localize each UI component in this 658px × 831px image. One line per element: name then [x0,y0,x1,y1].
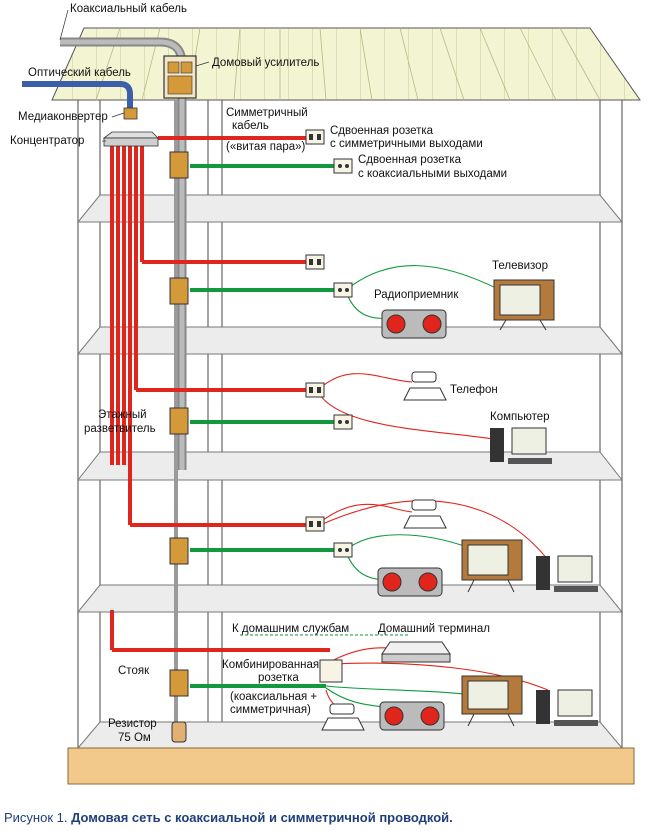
phone-label: Телефон [450,384,498,396]
computer-icon [536,555,598,592]
phone-icon [403,499,447,529]
building-base [67,747,635,785]
computer-icon [490,427,552,464]
dual-coax-label-2: с коаксиальными выходами [358,168,507,180]
home-terminal-label: Домашний терминал [378,623,490,635]
red-risers [110,136,330,652]
device-wires [317,265,549,713]
riser-label: Стояк [118,665,150,677]
socket-holes [309,134,349,552]
concentrator-box [102,131,159,147]
green-lines [190,164,336,688]
tv-icon [461,539,523,593]
optic-cable-label: Оптический кабель [28,67,131,79]
phone-icon [321,703,365,731]
home-services-label: К домашним службам [232,623,349,635]
media-converter-label: Медиаконвертер [18,111,108,123]
coax-cable-label: Коаксиальный кабель [70,3,187,15]
radio-icon [379,701,445,731]
sym-cable-label-2: кабель [232,120,269,132]
radio-icon [381,309,447,339]
tv-label: Телевизор [492,260,548,272]
house-amplifier-box [163,55,197,99]
concentrator-label: Концентратор [10,135,84,147]
phone-icon [403,371,447,401]
resistor-label-1: Резистор [108,718,157,730]
floor-splitters [169,151,189,697]
optic-cable [22,81,133,110]
floor-slabs [76,194,624,749]
radio-icon [377,567,443,597]
computer-label: Компьютер [490,411,550,423]
sockets [305,129,353,683]
sym-cable-label-3: («витая пара») [226,141,306,153]
combo-socket-label-2: розетка [258,672,299,684]
dual-sym-label-2: с симметричными выходами [330,138,483,150]
figure-caption-text: Домовая сеть с коаксиальной и симметричн… [71,810,453,825]
home-terminal-icon [381,641,451,663]
tv-icon [461,675,523,727]
house-amp-label: Домовый усилитель [212,57,319,69]
resistor-label-2: 75 Ом [118,732,151,744]
figure-number: Рисунок 1. [4,810,68,825]
floor-splitter-label-2: разветвитель [84,423,156,435]
combo-socket-label-4: симметричная) [230,704,311,716]
computer-icon [536,689,598,726]
dual-sym-label-1: Сдвоенная розетка [330,125,434,137]
combo-socket-label-1: Комбинированная [222,659,319,671]
tv-icon [493,279,555,331]
radio-label: Радиоприемник [374,289,459,301]
sym-cable-label-1: Симметричный [226,107,308,119]
floor-splitter-label-1: Этажный [98,409,147,421]
leader-lines [59,9,210,142]
resistor [171,721,187,743]
media-converter-box [123,107,138,120]
combo-socket-label-3: (коаксиальная + [230,691,317,703]
dual-coax-label-1: Сдвоенная розетка [358,154,462,166]
figure-caption: Рисунок 1. Домовая сеть с коаксиальной и… [4,810,453,825]
